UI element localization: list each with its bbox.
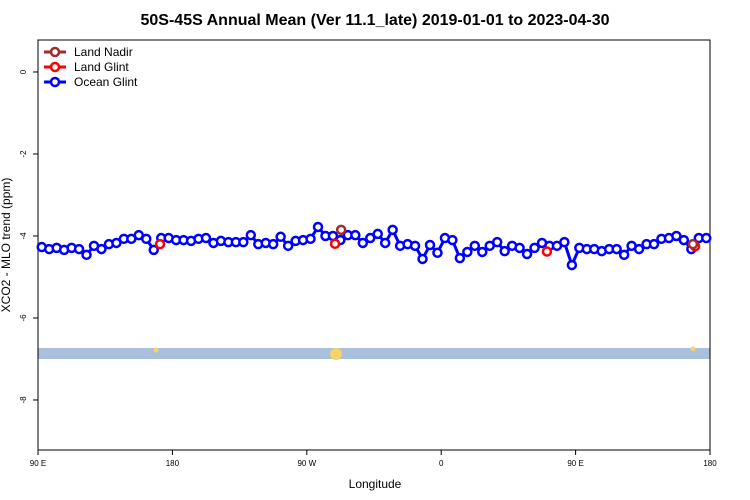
x-tick-label: 90 E	[567, 459, 583, 468]
point	[357, 237, 369, 249]
point	[671, 230, 682, 242]
point	[447, 234, 458, 246]
y-tick-label: 0	[19, 69, 28, 74]
point	[454, 252, 466, 264]
point	[335, 224, 347, 236]
point	[678, 234, 690, 246]
point	[541, 246, 553, 257]
point	[365, 232, 376, 244]
point	[379, 237, 391, 249]
y-axis-label: XCO2 - MLO trend (ppm)	[0, 178, 13, 313]
point	[633, 243, 645, 255]
x-tick-label: 0	[439, 459, 444, 468]
point	[275, 231, 286, 243]
point	[200, 232, 212, 244]
legend-marker	[49, 46, 61, 58]
legend-marker	[49, 61, 61, 73]
point	[73, 243, 85, 255]
point	[154, 238, 166, 250]
point	[245, 229, 257, 241]
point	[81, 249, 92, 261]
y-tick-label: -8	[19, 396, 28, 404]
y-tick-label: -4	[19, 232, 28, 240]
point	[350, 229, 361, 241]
point	[611, 243, 622, 255]
point	[372, 228, 383, 240]
point	[701, 232, 712, 244]
x-tick-label: 180	[166, 459, 180, 468]
point	[282, 240, 294, 252]
point	[96, 243, 107, 255]
point	[462, 246, 473, 258]
chart-title: 50S-45S Annual Mean (Ver 11.1_late) 2019…	[141, 12, 610, 29]
point	[417, 253, 428, 265]
point	[521, 248, 533, 260]
point	[499, 245, 510, 257]
x-tick-label: 180	[703, 459, 717, 468]
x-tick-label: 90 W	[297, 459, 316, 468]
point	[267, 238, 279, 250]
legend-label: Land Nadir	[74, 45, 133, 59]
coverage-dot	[330, 348, 342, 360]
legend-label: Ocean Glint	[74, 75, 138, 89]
point	[559, 236, 570, 248]
point	[141, 233, 152, 245]
point	[424, 239, 436, 251]
point	[148, 244, 159, 256]
coverage-dot	[153, 347, 159, 353]
x-tick-label: 90 E	[30, 459, 46, 468]
point	[409, 240, 421, 252]
point	[687, 238, 699, 250]
x-axis-label: Longitude	[349, 477, 402, 491]
point	[514, 242, 525, 254]
point	[648, 238, 660, 250]
y-tick-label: -6	[19, 314, 28, 322]
coverage-dot	[690, 346, 696, 352]
point	[477, 246, 488, 258]
point	[432, 247, 443, 259]
point	[566, 259, 578, 271]
point	[238, 236, 249, 248]
point	[469, 240, 481, 252]
point	[618, 249, 630, 261]
legend-marker	[49, 76, 61, 88]
y-tick-label: -2	[19, 150, 28, 158]
point	[491, 236, 503, 248]
coverage-band	[38, 348, 710, 359]
point	[312, 221, 324, 233]
point	[111, 237, 122, 249]
point	[305, 233, 316, 245]
point	[387, 224, 398, 236]
legend-label: Land Glint	[74, 60, 129, 74]
point	[329, 238, 341, 250]
point	[529, 242, 540, 254]
